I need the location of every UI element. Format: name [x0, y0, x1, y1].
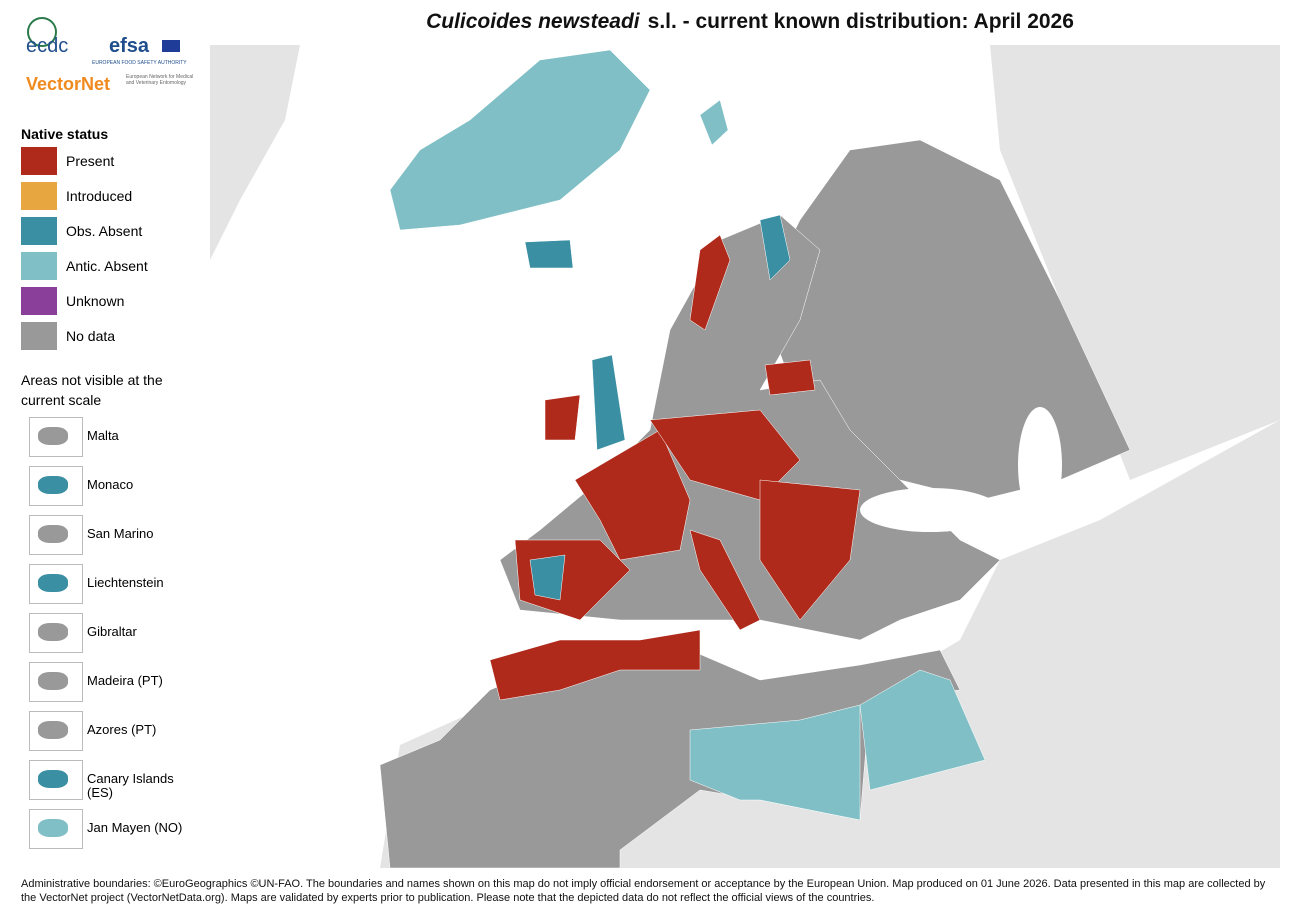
- inset-item: Gibraltar: [29, 613, 219, 653]
- legend-item: Obs. Absent: [21, 217, 261, 245]
- region-present: [649, 409, 801, 501]
- inset-shape: [38, 427, 68, 445]
- logo-vectornet: VectorNet: [26, 74, 110, 94]
- logo-efsa-subtitle: EUROPEAN FOOD SAFETY AUTHORITY: [92, 60, 187, 66]
- legend-label: Introduced: [66, 188, 133, 204]
- inset-label: Madeira (PT): [87, 673, 163, 688]
- inset-item: San Marino: [29, 515, 219, 555]
- inset-shape: [38, 819, 68, 837]
- legend-swatch: [21, 147, 57, 175]
- inset-item: Malta: [29, 417, 219, 457]
- inset-shape: [38, 476, 68, 494]
- legend-item: Introduced: [21, 182, 261, 210]
- legend-item: No data: [21, 322, 261, 350]
- region-present: [764, 359, 816, 396]
- inset-box: [29, 662, 83, 702]
- region-present: [544, 394, 581, 441]
- legend-swatch: [21, 217, 57, 245]
- inset-shape: [38, 525, 68, 543]
- logo-vectornet-subtitle: European Network for Medical and Veterin…: [126, 74, 194, 86]
- region-present: [689, 234, 731, 331]
- inset-label: Gibraltar: [87, 624, 137, 639]
- legend-label: Present: [66, 153, 115, 169]
- inset-label: Canary Islands (ES): [87, 771, 174, 800]
- legend-swatch: [21, 252, 57, 280]
- title-rest: s.l. - current known distribution: April…: [647, 10, 1074, 33]
- logo-graphics: ecdc efsa EUROPEAN FOOD SAFETY AUTHORITY…: [26, 17, 194, 94]
- land-outside: [210, 45, 300, 260]
- inset-label: San Marino: [87, 526, 154, 541]
- inset-box: [29, 613, 83, 653]
- libya: [689, 704, 861, 821]
- title: Culicoides newsteadi s.l. - current known…: [300, 10, 1200, 34]
- inset-label: Azores (PT): [87, 722, 157, 737]
- inset-shape: [38, 721, 68, 739]
- inset-box: [29, 515, 83, 555]
- caspian-sea: [1018, 407, 1062, 523]
- inset-item: Jan Mayen (NO): [29, 809, 219, 849]
- legend-item: Present: [21, 147, 261, 175]
- footer: Administrative boundaries: ©EuroGeograph…: [21, 878, 1266, 904]
- iceland: [524, 239, 574, 269]
- svalbard: [699, 99, 729, 146]
- region-obs-absent: [759, 214, 791, 281]
- legend-label: Unknown: [66, 293, 125, 309]
- legend-swatch: [21, 287, 57, 315]
- inset-shape: [38, 623, 68, 641]
- logo-ecdc: ecdc: [26, 35, 68, 57]
- inset-item: Liechtenstein: [29, 564, 219, 604]
- inset-label: Malta: [87, 428, 119, 443]
- inset-label: Monaco: [87, 477, 134, 492]
- greenland: [389, 49, 651, 231]
- legend-label: Antic. Absent: [66, 258, 148, 274]
- inset-box: [29, 417, 83, 457]
- inset-shape: [38, 672, 68, 690]
- region-present: [759, 479, 861, 621]
- legend-swatch: [21, 322, 57, 350]
- region-obs-absent: [529, 554, 566, 601]
- inset-item: Azores (PT): [29, 711, 219, 751]
- inset-label: Jan Mayen (NO): [87, 820, 183, 835]
- inset-item: Monaco: [29, 466, 219, 506]
- logos: ecdc efsa EUROPEAN FOOD SAFETY AUTHORITY…: [14, 12, 214, 97]
- legend-title: Native status: [21, 126, 109, 142]
- region-obs-absent: [591, 354, 626, 451]
- insets-title: Areas not visible at the current scale: [21, 372, 163, 408]
- inset-item: Madeira (PT): [29, 662, 219, 702]
- legend-label: Obs. Absent: [66, 223, 143, 239]
- inset-item: Canary Islands (ES): [29, 760, 219, 800]
- inset-shape: [38, 770, 68, 788]
- inset-box: [29, 466, 83, 506]
- inset-label: Liechtenstein: [87, 575, 164, 590]
- title-species: Culicoides newsteadi: [426, 10, 640, 33]
- legend-label: No data: [66, 328, 116, 344]
- land-outside: [990, 45, 1280, 480]
- black-sea: [860, 488, 1000, 532]
- region-present: [489, 629, 701, 701]
- region-present: [689, 529, 761, 631]
- inset-box: [29, 564, 83, 604]
- egypt: [859, 669, 986, 791]
- legend-item: Unknown: [21, 287, 261, 315]
- inset-box: [29, 760, 83, 800]
- legend-item: Antic. Absent: [21, 252, 261, 280]
- logo-efsa: efsa: [109, 35, 150, 57]
- legend-swatch: [21, 182, 57, 210]
- inset-shape: [38, 574, 68, 592]
- inset-box: [29, 809, 83, 849]
- inset-box: [29, 711, 83, 751]
